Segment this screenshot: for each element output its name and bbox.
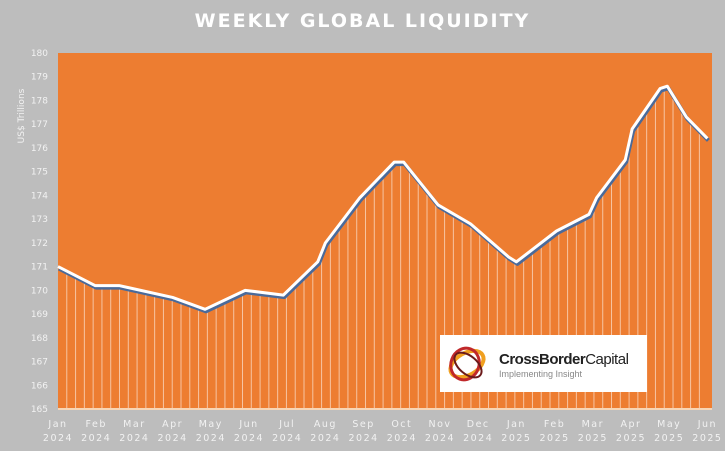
x-tick-label: 2024 [310,433,340,444]
x-tick-label: 2024 [234,433,264,444]
logo-tagline: Implementing Insight [499,369,583,379]
x-tick-label: 2024 [425,433,455,444]
x-tick-label: Mar [582,419,604,430]
y-tick-label: 166 [31,381,48,391]
x-tick-label: 2024 [387,433,417,444]
x-tick-label: Sep [352,419,374,430]
y-tick-label: 179 [31,73,48,83]
y-tick-label: 165 [31,405,48,415]
y-tick-label: 174 [31,191,48,201]
y-tick-label: 168 [31,334,48,344]
x-tick-label: Apr [621,419,642,430]
x-tick-label: Nov [428,419,451,430]
x-tick-label: Feb [544,419,565,430]
x-tick-label: Mar [123,419,145,430]
y-tick-label: 172 [31,239,48,249]
y-tick-label: 169 [31,310,48,320]
x-tick-label: 2024 [196,433,226,444]
y-tick-label: 167 [31,358,48,368]
x-tick-label: 2025 [692,433,722,444]
y-tick-label: 171 [31,263,48,273]
x-tick-label: Feb [86,419,107,430]
x-tick-label: 2025 [501,433,531,444]
y-axis-label: US$ Trillions [17,88,27,143]
x-tick-label: Jun [238,419,258,430]
logo-swirl-icon [448,346,486,382]
y-tick-label: 177 [31,120,48,130]
x-tick-label: 2025 [578,433,608,444]
x-tick-label: 2024 [349,433,379,444]
x-tick-label: 2024 [119,433,149,444]
y-tick-label: 175 [31,168,48,178]
crossborder-capital-logo: CrossBorderCapital Implementing Insight [440,335,647,392]
logo-name: CrossBorderCapital [499,351,629,368]
x-tick-label: May [657,419,681,430]
chart-title: WEEKLY GLOBAL LIQUIDITY [194,10,531,32]
x-tick-label: May [199,419,223,430]
x-tick-label: 2025 [616,433,646,444]
x-tick-label: 2024 [43,433,73,444]
x-tick-label: Jan [47,419,67,430]
x-tick-label: 2024 [272,433,302,444]
x-tick-label: Aug [314,419,337,430]
y-tick-label: 178 [31,96,48,106]
x-tick-label: 2024 [158,433,188,444]
x-tick-label: Oct [391,419,412,430]
y-tick-label: 176 [31,144,48,154]
x-tick-label: Jul [278,419,295,430]
x-tick-label: Jan [506,419,526,430]
x-tick-label: Dec [467,419,490,430]
x-tick-label: Apr [162,419,183,430]
y-tick-label: 180 [31,49,48,59]
y-tick-label: 173 [31,215,48,225]
y-tick-label: 170 [31,286,48,296]
x-tick-label: 2024 [463,433,493,444]
x-tick-label: 2025 [654,433,684,444]
x-tick-label: Jun [697,419,717,430]
x-tick-label: 2025 [540,433,570,444]
x-tick-label: 2024 [81,433,111,444]
